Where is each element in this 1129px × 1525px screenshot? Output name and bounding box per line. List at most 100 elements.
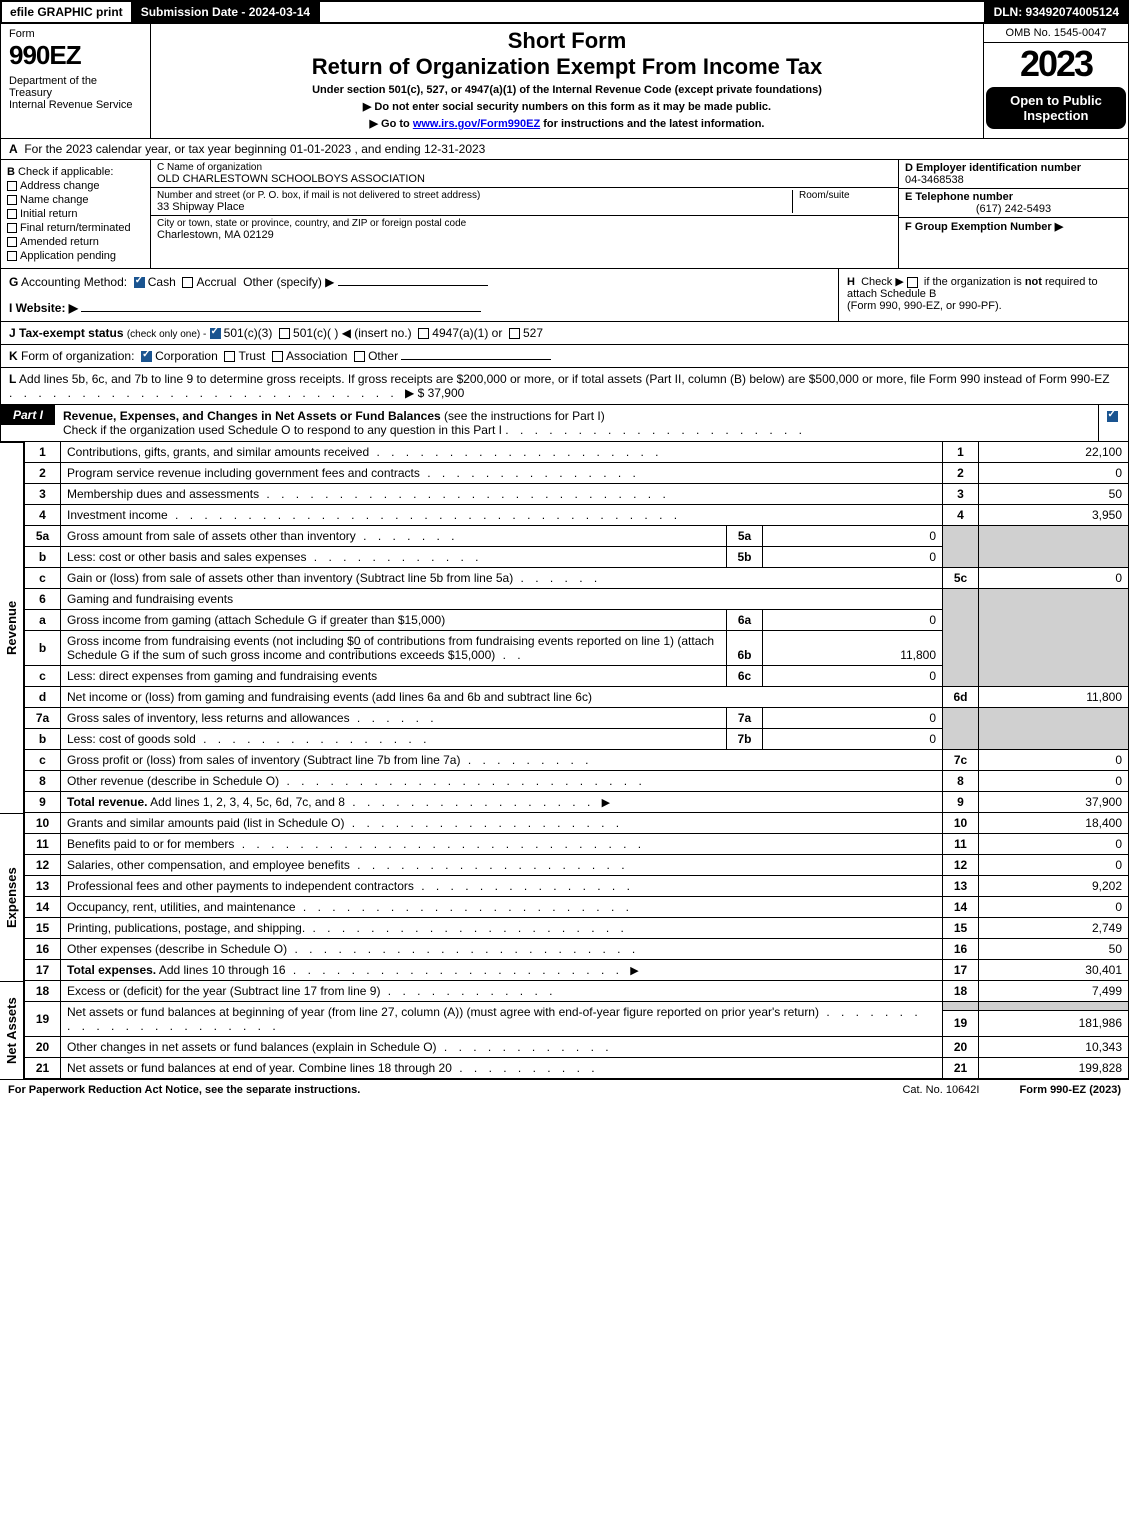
- part1-label: Part I: [1, 405, 55, 425]
- l20-ln: 20: [943, 1037, 979, 1058]
- l6a-subval: 0: [763, 610, 943, 631]
- col-b-label: B: [7, 166, 15, 178]
- line-21: 21Net assets or fund balances at end of …: [25, 1058, 1129, 1079]
- l8-desc: Other revenue (describe in Schedule O): [67, 774, 279, 788]
- l6d-desc: Net income or (loss) from gaming and fun…: [61, 687, 943, 708]
- l6c-desc: Less: direct expenses from gaming and fu…: [61, 666, 727, 687]
- line-14: 14Occupancy, rent, utilities, and mainte…: [25, 897, 1129, 918]
- l7b-desc: Less: cost of goods sold: [67, 732, 196, 746]
- h-label: H: [847, 276, 855, 288]
- part1-title: Revenue, Expenses, and Changes in Net As…: [63, 409, 441, 423]
- row-gh: G Accounting Method: Cash Accrual Other …: [0, 269, 1129, 322]
- org-name-label: C Name of organization: [157, 162, 892, 173]
- j-opt4: 527: [523, 326, 543, 340]
- line-2: 2Program service revenue including gover…: [25, 463, 1129, 484]
- row-i: I Website: ▶: [9, 301, 830, 315]
- 501c3-checkbox[interactable]: [210, 328, 221, 339]
- group-exemption: F Group Exemption Number ▶: [899, 218, 1128, 235]
- line-17: 17Total expenses. Add lines 10 through 1…: [25, 960, 1129, 981]
- accrual-checkbox[interactable]: [182, 277, 193, 288]
- dln: DLN: 93492074005124: [984, 2, 1127, 22]
- schedule-b-checkbox[interactable]: [907, 277, 918, 288]
- l13-num: 13: [25, 876, 61, 897]
- col-b-title: Check if applicable:: [18, 166, 113, 178]
- l10-desc: Grants and similar amounts paid (list in…: [67, 816, 344, 830]
- final-return-checkbox[interactable]: [7, 223, 17, 233]
- 501c-checkbox[interactable]: [279, 328, 290, 339]
- l8-num: 8: [25, 771, 61, 792]
- l21-val: 199,828: [979, 1058, 1129, 1079]
- form-ref-pre: Form: [1020, 1084, 1051, 1096]
- l6a-sub: 6a: [727, 610, 763, 631]
- l6b-num: b: [25, 631, 61, 666]
- l12-val: 0: [979, 855, 1129, 876]
- form-title: Return of Organization Exempt From Incom…: [159, 54, 975, 80]
- trust-checkbox[interactable]: [224, 351, 235, 362]
- form-ref: Form 990-EZ (2023): [1020, 1084, 1122, 1096]
- l9-num: 9: [25, 792, 61, 813]
- top-bar: efile GRAPHIC print Submission Date - 20…: [0, 0, 1129, 24]
- j-opt3: 4947(a)(1) or: [432, 326, 502, 340]
- l9-val: 37,900: [979, 792, 1129, 813]
- name-change-checkbox[interactable]: [7, 195, 17, 205]
- net-assets-vertical-label: Net Assets: [0, 981, 24, 1079]
- other-specify-field[interactable]: [338, 285, 488, 286]
- l18-val: 7,499: [979, 981, 1129, 1002]
- address-change-checkbox[interactable]: [7, 181, 17, 191]
- corp-checkbox[interactable]: [141, 351, 152, 362]
- form-id-block: Form 990EZ Department of the Treasury In…: [1, 24, 151, 138]
- form-number: 990EZ: [9, 40, 142, 71]
- assoc-checkbox[interactable]: [272, 351, 283, 362]
- line-7a: 7a Gross sales of inventory, less returns…: [25, 708, 1129, 729]
- irs-link[interactable]: www.irs.gov/Form990EZ: [413, 118, 540, 130]
- row-j: J Tax-exempt status (check only one) - 5…: [0, 322, 1129, 345]
- k-other: Other: [368, 349, 398, 363]
- l7b-subval: 0: [763, 729, 943, 750]
- l5c-val: 0: [979, 568, 1129, 589]
- l7c-ln: 7c: [943, 750, 979, 771]
- form-header: Form 990EZ Department of the Treasury In…: [0, 24, 1129, 139]
- l7a-desc: Gross sales of inventory, less returns a…: [67, 711, 350, 725]
- part1-subtitle: (see the instructions for Part I): [444, 409, 605, 423]
- l19-desc: Net assets or fund balances at beginning…: [67, 1005, 819, 1019]
- l16-desc: Other expenses (describe in Schedule O): [67, 942, 287, 956]
- cash-checkbox[interactable]: [134, 277, 145, 288]
- l6b-sub: 6b: [727, 631, 763, 666]
- net-assets-section: Net Assets 18Excess or (deficit) for the…: [0, 981, 1129, 1079]
- part1-header-row: Part I Revenue, Expenses, and Changes in…: [0, 405, 1129, 442]
- amended-return-checkbox[interactable]: [7, 237, 17, 247]
- l-dots: . . . . . . . . . . . . . . . . . . . . …: [9, 386, 405, 400]
- l5a-desc: Gross amount from sale of assets other t…: [67, 529, 356, 543]
- l2-ln: 2: [943, 463, 979, 484]
- inspection-badge: Open to Public Inspection: [986, 87, 1126, 129]
- schedule-o-checkbox[interactable]: [1107, 411, 1118, 422]
- row-l: L Add lines 5b, 6c, and 7b to line 9 to …: [0, 368, 1129, 405]
- l13-desc: Professional fees and other payments to …: [67, 879, 414, 893]
- h-text2: if the organization is: [924, 276, 1022, 288]
- other-org-checkbox[interactable]: [354, 351, 365, 362]
- initial-return-checkbox[interactable]: [7, 209, 17, 219]
- 527-checkbox[interactable]: [509, 328, 520, 339]
- l11-num: 11: [25, 834, 61, 855]
- line-4: 4Investment income . . . . . . . . . . .…: [25, 505, 1129, 526]
- accrual-label: Accrual: [196, 275, 236, 289]
- row-h: H Check ▶ if the organization is not req…: [838, 269, 1128, 321]
- l18-num: 18: [25, 981, 61, 1002]
- phone-label: E Telephone number: [905, 191, 1013, 203]
- website-field[interactable]: [81, 311, 481, 312]
- l6a-desc: Gross income from gaming (attach Schedul…: [61, 610, 727, 631]
- other-org-field[interactable]: [401, 359, 551, 360]
- l21-num: 21: [25, 1058, 61, 1079]
- l3-val: 50: [979, 484, 1129, 505]
- l5a-subval: 0: [763, 526, 943, 547]
- line-3: 3Membership dues and assessments . . . .…: [25, 484, 1129, 505]
- efile-link[interactable]: efile GRAPHIC print: [2, 2, 133, 22]
- application-pending-checkbox[interactable]: [7, 251, 17, 261]
- 4947a1-checkbox[interactable]: [418, 328, 429, 339]
- l14-desc: Occupancy, rent, utilities, and maintena…: [67, 900, 296, 914]
- l19-ln: 19: [943, 1010, 979, 1036]
- l7a-num: 7a: [25, 708, 61, 729]
- instr-pre: ▶ Go to: [370, 118, 413, 130]
- l10-val: 18,400: [979, 813, 1129, 834]
- k-corp: Corporation: [155, 349, 218, 363]
